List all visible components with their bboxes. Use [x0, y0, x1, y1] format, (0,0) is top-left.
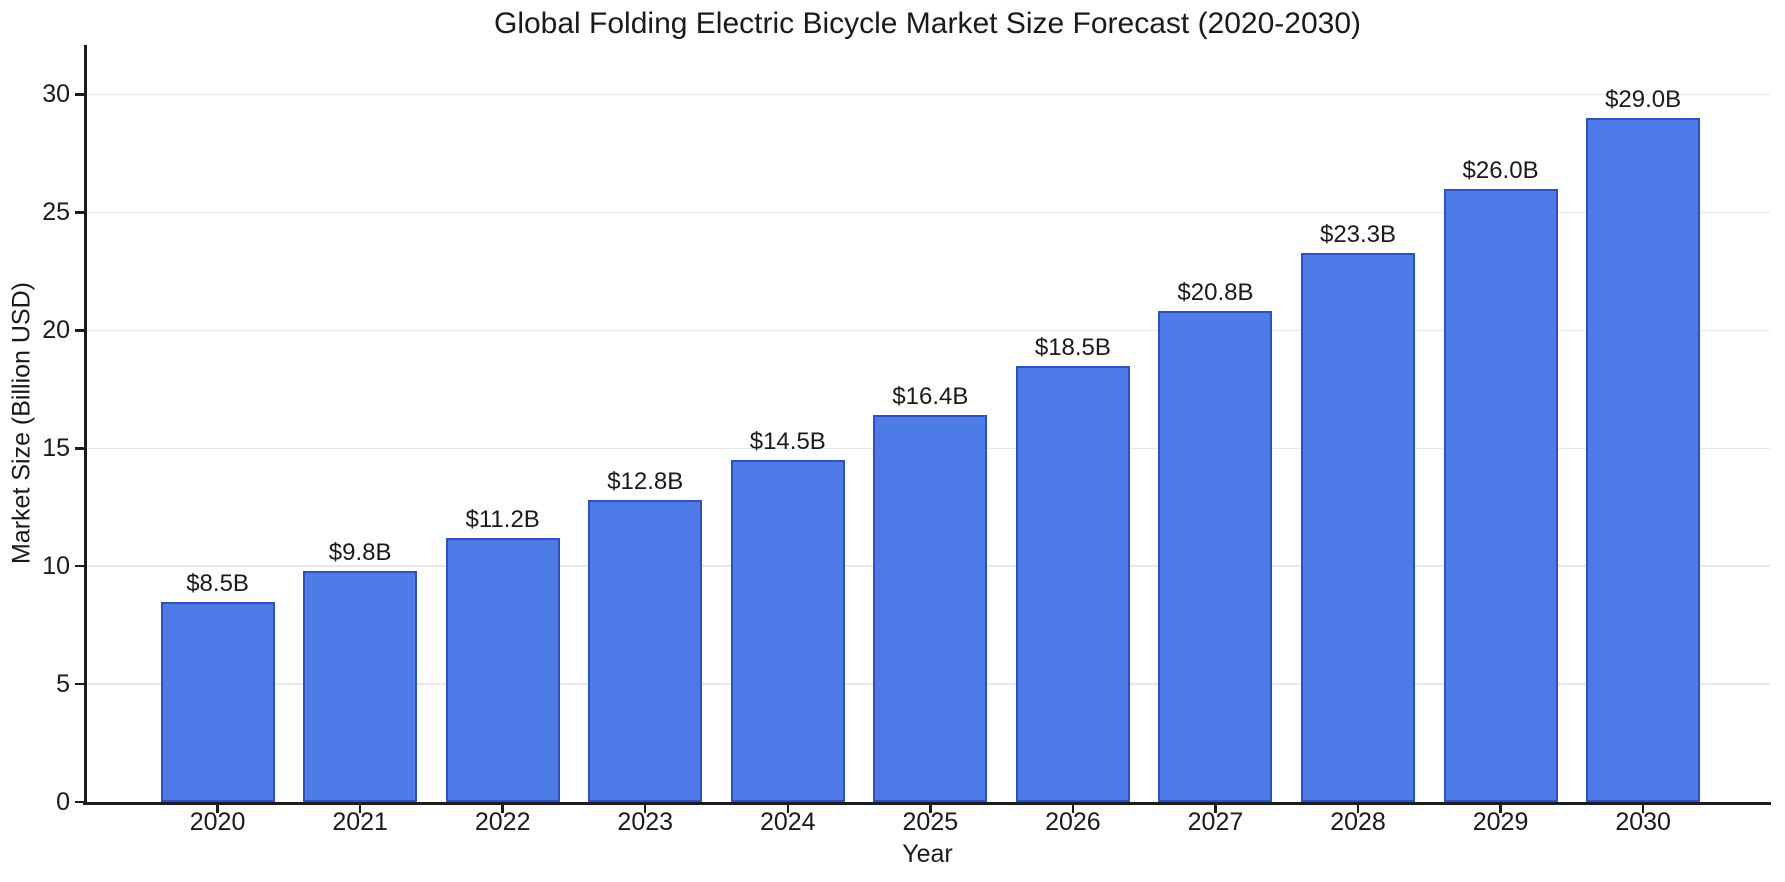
x-tick-mark: [929, 805, 932, 813]
x-tick-label: 2028: [1330, 808, 1386, 836]
bar-value-label: $26.0B: [1462, 156, 1539, 184]
bar-2028: [1300, 252, 1416, 802]
x-tick-label: 2029: [1472, 808, 1529, 836]
x-tick-mark: [1499, 805, 1502, 813]
bar-2021: [303, 570, 418, 802]
y-tick-label: 25: [42, 197, 70, 226]
plot-area: $8.5B $9.8B $11.2B $12.8B $14.5B $16.4B $18.5B…: [85, 45, 1770, 802]
x-tick-label: 2024: [759, 808, 816, 836]
y-tick-mark: [74, 447, 84, 450]
y-tick-mark: [74, 682, 84, 686]
x-tick-label: 2022: [474, 808, 531, 836]
bar-value-label: $29.0B: [1605, 86, 1682, 114]
y-tick-label: 0: [56, 787, 70, 816]
bar-2030: [1586, 118, 1701, 802]
bar-value-label: $16.4B: [892, 383, 969, 411]
y-tick-mark: [74, 93, 84, 96]
bar-value-label: $18.5B: [1034, 333, 1111, 361]
x-tick-label: 2023: [617, 808, 674, 836]
x-tick-mark: [1071, 805, 1075, 813]
y-tick-label: 15: [42, 433, 70, 462]
gridline: [85, 329, 1770, 332]
bar-2023: [588, 500, 703, 802]
x-tick-label: 2025: [902, 808, 959, 836]
y-tick-label: 30: [42, 80, 70, 109]
x-tick-mark: [1641, 805, 1645, 813]
x-tick-mark: [786, 805, 790, 813]
bar-2024: [730, 460, 845, 802]
bar-value-label: $9.8B: [328, 538, 392, 566]
chart-title: Global Folding Electric Bicycle Market S…: [493, 7, 1362, 40]
y-tick-label: 5: [56, 669, 70, 698]
bar-value-label: $8.5B: [186, 569, 249, 597]
bar-2022: [445, 537, 560, 802]
bar-2025: [873, 415, 988, 802]
y-tick-mark: [74, 564, 84, 568]
x-tick-mark: [501, 805, 504, 813]
bar-value-label: $11.2B: [465, 505, 540, 533]
x-axis-spine: [82, 802, 1771, 805]
y-axis-spine: [83, 45, 87, 805]
bar-2029: [1443, 188, 1558, 802]
y-tick-label: 20: [42, 315, 70, 344]
bar-2026: [1015, 365, 1130, 802]
bar-value-label: $12.8B: [607, 468, 684, 496]
x-tick-mark: [1214, 805, 1217, 813]
x-tick-mark: [643, 805, 647, 813]
bar-value-label: $23.3B: [1319, 220, 1397, 248]
x-tick-mark: [1356, 805, 1360, 813]
x-tick-label: 2021: [332, 808, 388, 836]
x-tick-label: 2020: [189, 808, 246, 836]
x-tick-label: 2026: [1045, 808, 1101, 836]
y-tick-mark: [74, 800, 84, 804]
bar-2020: [160, 601, 275, 802]
x-tick-mark: [358, 805, 362, 813]
bar-value-label: $20.8B: [1177, 279, 1254, 307]
y-tick-mark: [74, 329, 84, 332]
x-tick-label: 2027: [1187, 808, 1244, 836]
gridline: [85, 211, 1770, 214]
y-tick-mark: [74, 211, 84, 214]
gridline: [85, 93, 1770, 96]
x-tick-mark: [216, 805, 219, 813]
bar-2027: [1158, 311, 1273, 802]
bar-value-label: $14.5B: [749, 428, 826, 456]
y-tick-label: 10: [42, 551, 70, 580]
x-axis-title: Year: [902, 840, 953, 868]
x-tick-label: 2030: [1615, 808, 1671, 836]
